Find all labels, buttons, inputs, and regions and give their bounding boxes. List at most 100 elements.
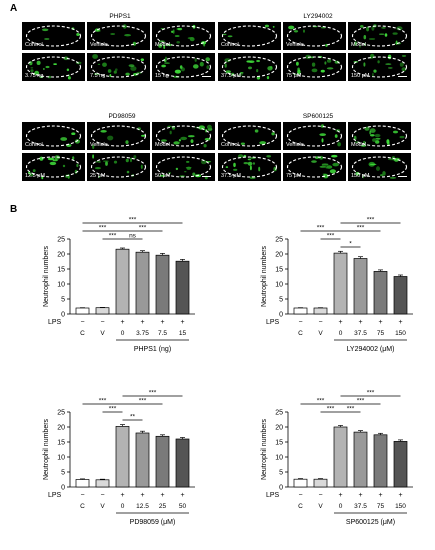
scale-bar [202, 176, 211, 177]
significance-label: *** [139, 398, 147, 405]
lps-sign: + [358, 492, 362, 499]
x-axis-label: PHPS1 (ng) [134, 346, 171, 353]
x-tick-label: C [298, 330, 303, 337]
fluorescence-image-tile: 37.5 μM [218, 53, 281, 81]
y-tick-label: 10 [57, 282, 65, 289]
tile-label: Control [25, 42, 43, 48]
x-tick-label: 0 [339, 503, 343, 510]
bar [135, 251, 150, 315]
significance-label: *** [149, 390, 157, 397]
fluorescence-image-tile: Control [22, 22, 85, 50]
x-axis-label: LY294002 (μM) [347, 346, 395, 353]
tile-label: 150 μM [351, 73, 370, 79]
y-tick-label: 5 [279, 297, 283, 304]
lps-sign: + [398, 319, 402, 326]
tile-label: Model [155, 142, 170, 148]
bar [393, 276, 408, 315]
significance-label: *** [367, 390, 375, 397]
scale-bar [398, 76, 407, 77]
bar [115, 248, 130, 315]
x-tick-label: 0 [339, 330, 343, 337]
tile-label: Vehicle [90, 42, 108, 48]
image-group-ly294002: LY294002 [218, 13, 353, 20]
y-tick-label: 15 [275, 440, 283, 447]
group-title: PD98059 [108, 113, 136, 120]
tile-label: Model [351, 142, 366, 148]
lps-sign: + [160, 492, 164, 499]
lps-sign: + [358, 319, 362, 326]
bar [393, 441, 408, 488]
lps-sign: − [100, 492, 104, 499]
x-tick-label: 75 [377, 503, 385, 510]
lps-sign: − [298, 319, 302, 326]
fluorescence-image-tile: 50 μM [152, 153, 215, 181]
y-tick-label: 10 [275, 455, 283, 462]
x-tick-label: V [100, 330, 105, 337]
tile-label: Control [221, 42, 239, 48]
fluorescence-image-tile: 3.75 ng [22, 53, 85, 81]
y-tick-label: 0 [61, 312, 65, 319]
fluorescence-image-tile: Model [348, 122, 411, 150]
y-tick-label: 25 [57, 237, 65, 244]
fluorescence-image-tile: 7.5 ng [87, 53, 150, 81]
lps-sign: + [378, 492, 382, 499]
lps-sign: + [140, 319, 144, 326]
panel-a-label: A [10, 3, 18, 14]
fluorescence-image-tile: 150 μM [348, 53, 411, 81]
significance-label: *** [99, 225, 107, 232]
fluorescence-image-tile: Model [152, 122, 215, 150]
bar-chart-pd98059: 0 5 10 15 20 25 Neutrophil numbers − C − V +0 +12.5 +… [43, 390, 195, 526]
tile-label: Control [25, 142, 43, 148]
bar [75, 307, 90, 315]
significance-label: ns [129, 233, 137, 240]
group-title: SP600125 [302, 113, 334, 120]
significance-label: *** [327, 233, 335, 240]
bar [333, 252, 348, 315]
significance-label: *** [347, 406, 355, 413]
image-group-phps1: PHPS1 [22, 13, 150, 20]
scale-bar [202, 76, 211, 77]
fluorescence-image-tile: Control [218, 122, 281, 150]
significance-label: *** [109, 233, 117, 240]
x-tick-label: V [318, 503, 323, 510]
bar-chart-ly294002: 0 5 10 15 20 25 Neutrophil numbers − C − V +0 +37.5 +… [261, 217, 413, 353]
tile-label: 50 μM [155, 173, 171, 179]
bar-chart-sp600125: 0 5 10 15 20 25 Neutrophil numbers − C − V +0 +37.5 +… [261, 390, 413, 526]
tile-label: 15 ng [155, 73, 169, 79]
x-tick-label: 75 [377, 330, 385, 337]
significance-label: *** [357, 398, 365, 405]
image-group-pd98059: PD98059 [22, 113, 157, 120]
fluorescence-image-tile: 25 μM [87, 153, 150, 181]
y-tick-label: 0 [279, 485, 283, 492]
y-tick-label: 15 [275, 267, 283, 274]
y-tick-label: 25 [275, 410, 283, 417]
lps-row-label: LPS [266, 492, 280, 499]
fluorescence-image-tile: Vehicle [87, 22, 150, 50]
y-tick-label: 20 [57, 425, 65, 432]
x-tick-label: C [80, 330, 85, 337]
lps-sign: − [80, 492, 84, 499]
lps-sign: − [100, 319, 104, 326]
bar [373, 271, 388, 315]
significance-label: *** [367, 217, 375, 224]
significance-label: * [349, 241, 352, 248]
tile-label: Vehicle [286, 142, 304, 148]
x-tick-label: 3.75 [136, 330, 149, 337]
y-tick-label: 5 [279, 470, 283, 477]
group-title: PHPS1 [109, 13, 131, 20]
lps-row-label: LPS [48, 319, 62, 326]
significance-label: *** [357, 225, 365, 232]
lps-sign: − [298, 492, 302, 499]
panel-b-label: B [10, 204, 18, 215]
bar [333, 426, 348, 488]
significance-label: ** [130, 414, 136, 421]
y-tick-label: 25 [275, 237, 283, 244]
y-tick-label: 15 [57, 440, 65, 447]
x-tick-label: 37.5 [354, 330, 367, 337]
tile-label: 25 μM [90, 173, 106, 179]
x-tick-label: 7.5 [158, 330, 167, 337]
tile-label: 150 μM [351, 173, 370, 179]
lps-sign: + [180, 319, 184, 326]
bar [155, 435, 170, 488]
lps-sign: − [80, 319, 84, 326]
